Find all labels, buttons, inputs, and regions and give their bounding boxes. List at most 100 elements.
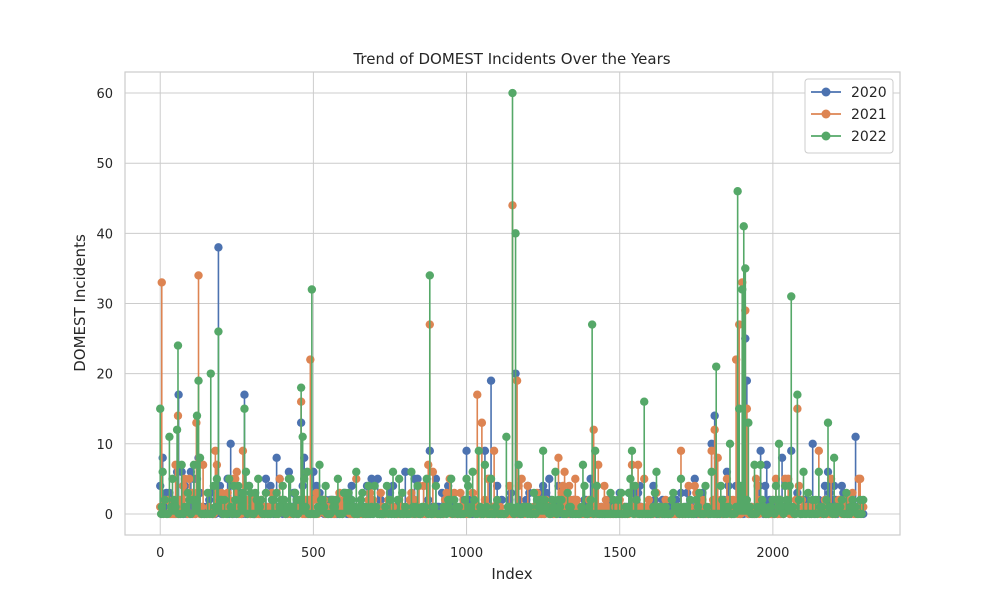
data-point [702, 502, 712, 512]
data-point [442, 488, 451, 498]
x-tick-label: 500 [301, 546, 326, 561]
data-point [470, 495, 479, 505]
data-point [566, 502, 575, 512]
data-point [606, 488, 615, 498]
data-point [817, 502, 827, 512]
data-point [430, 502, 439, 512]
data-point [693, 502, 703, 512]
data-point [303, 467, 312, 477]
series-markers-2022 [156, 88, 868, 519]
data-point [724, 481, 733, 491]
data-point [557, 488, 566, 498]
data-point [517, 474, 526, 484]
data-point [192, 411, 202, 420]
data-point [419, 481, 428, 491]
data-point [580, 481, 589, 491]
data-point [514, 460, 523, 470]
data-point [741, 264, 750, 273]
data-point [465, 509, 474, 519]
y-tick-label: 60 [96, 87, 113, 102]
data-point [474, 446, 483, 456]
data-point [836, 502, 845, 512]
data-point [459, 509, 468, 519]
data-point [191, 495, 200, 505]
data-point [557, 495, 566, 505]
data-point [734, 404, 744, 413]
data-point [676, 474, 686, 484]
data-point [759, 502, 768, 512]
data-point [739, 222, 748, 231]
data-point [676, 446, 686, 456]
data-point [551, 467, 560, 477]
data-point [413, 481, 422, 491]
data-point [186, 509, 196, 519]
data-point [554, 453, 563, 463]
data-point [352, 467, 361, 477]
data-point [722, 474, 732, 484]
data-point [756, 460, 765, 470]
data-point [820, 481, 830, 491]
data-point [163, 509, 173, 519]
data-point [232, 467, 242, 477]
data-point [356, 495, 366, 505]
data-point [546, 509, 555, 519]
data-point [529, 488, 539, 498]
data-point [555, 502, 565, 512]
data-point [549, 502, 559, 512]
data-point [512, 502, 522, 512]
data-point [410, 495, 419, 505]
data-point [401, 502, 410, 512]
data-point [421, 502, 430, 512]
data-point [480, 460, 490, 470]
data-point [813, 509, 822, 519]
data-point [831, 509, 840, 519]
data-point [722, 467, 732, 477]
data-point [224, 474, 234, 484]
data-point [284, 467, 294, 477]
y-tick-label: 10 [96, 438, 113, 453]
data-point [742, 495, 752, 505]
data-point [712, 362, 721, 371]
data-point [733, 187, 742, 196]
data-point [179, 481, 188, 491]
data-point [826, 474, 836, 484]
data-point [381, 502, 390, 512]
y-tick-label: 20 [96, 368, 113, 383]
data-point [211, 446, 220, 456]
legend-swatch-marker [821, 87, 831, 97]
data-point [477, 418, 487, 427]
data-point [301, 502, 310, 512]
data-point [183, 488, 192, 498]
data-point [287, 502, 297, 512]
data-point [211, 502, 220, 512]
data-point [762, 460, 771, 470]
data-point [382, 481, 392, 491]
data-point [575, 509, 585, 519]
data-point [255, 502, 264, 512]
data-point [644, 495, 654, 505]
data-point [318, 495, 327, 505]
data-point [560, 467, 569, 477]
data-point [640, 397, 649, 406]
data-point [837, 495, 846, 505]
data-point [235, 495, 245, 505]
data-point [561, 509, 571, 519]
data-point [319, 502, 329, 512]
data-point [411, 502, 421, 512]
series-2022 [156, 88, 868, 519]
y-axis-label: DOMEST Incidents [71, 234, 89, 372]
data-point [859, 495, 868, 505]
data-point [157, 278, 166, 287]
data-point [728, 495, 738, 505]
data-point [594, 460, 603, 470]
data-point [845, 509, 854, 519]
data-point [811, 495, 820, 505]
data-point [592, 481, 601, 491]
data-point [463, 481, 473, 491]
data-point [238, 488, 248, 498]
data-point [558, 481, 568, 491]
legend-label: 2020 [851, 85, 887, 101]
data-point [226, 439, 235, 448]
data-point [718, 495, 727, 505]
data-point [232, 509, 242, 519]
